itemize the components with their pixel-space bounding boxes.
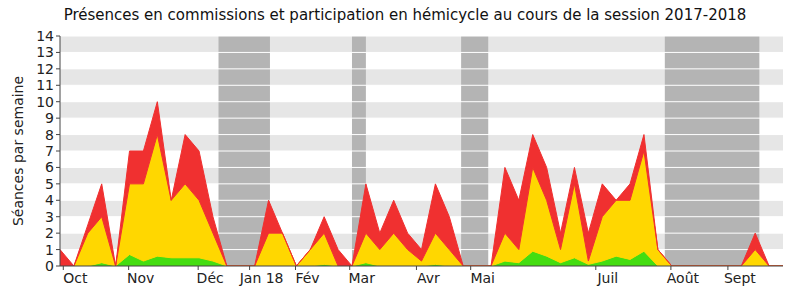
y-tick — [56, 101, 60, 102]
area — [60, 102, 783, 266]
y-axis-label: Séances par semaine — [10, 76, 26, 226]
y-tick — [56, 233, 60, 234]
x-tick-label: Fév — [295, 270, 319, 286]
x-tick-label: Mar — [349, 270, 376, 286]
y-tick — [56, 68, 60, 69]
plot-area — [60, 102, 783, 266]
y-tick-label: 10 — [36, 94, 54, 110]
y-tick-label: 7 — [45, 143, 54, 159]
y-tick-label: 5 — [45, 176, 54, 192]
grid-line — [60, 52, 783, 53]
y-tick — [56, 151, 60, 152]
x-tick-label: Juil — [596, 270, 618, 286]
y-tick-label: 11 — [36, 77, 54, 93]
y-tick-label: 0 — [45, 258, 54, 274]
y-tick-label: 13 — [36, 44, 54, 60]
y-tick-label: 3 — [45, 209, 54, 225]
area — [60, 135, 783, 266]
chart: 01234567891011121314OctNovDécJan 18FévMa… — [0, 0, 800, 300]
y-tick-label: 4 — [45, 192, 54, 208]
y-tick — [56, 266, 60, 267]
y-tick-label: 2 — [45, 225, 54, 241]
y-tick — [56, 216, 60, 217]
grid-line — [60, 101, 783, 102]
grid-line — [60, 167, 783, 168]
y-tick — [56, 134, 60, 135]
y-tick — [56, 183, 60, 184]
x-tick-label: Mai — [470, 270, 495, 286]
x-tick — [595, 266, 596, 270]
y-tick — [56, 118, 60, 119]
x-tick-label: Jan 18 — [239, 270, 284, 286]
grid-line — [60, 151, 783, 152]
x-axis — [60, 266, 783, 267]
x-tick-label: Avr — [417, 270, 440, 286]
x-tick-label: Nov — [127, 270, 154, 286]
x-tick-label: Déc — [197, 270, 224, 286]
grid-line — [60, 85, 783, 86]
y-tick-label: 8 — [45, 127, 54, 143]
grid-line — [60, 266, 783, 267]
y-tick-label: 14 — [36, 28, 54, 44]
y-tick — [56, 249, 60, 250]
grid-line — [60, 134, 783, 135]
y-tick-label: 6 — [45, 159, 54, 175]
x-tick-label: Sept — [724, 270, 756, 286]
y-tick — [56, 167, 60, 168]
x-tick-label: Oct — [63, 270, 88, 286]
y-tick — [56, 85, 60, 86]
grid-line — [60, 36, 783, 37]
x-tick-label: Août — [667, 270, 700, 286]
y-tick — [56, 52, 60, 53]
y-tick — [56, 36, 60, 37]
y-tick-label: 1 — [45, 242, 54, 258]
title: Présences en commissions et participatio… — [64, 6, 747, 24]
y-tick-label: 9 — [45, 110, 54, 126]
grid-line — [60, 118, 783, 119]
grid-line — [60, 68, 783, 69]
y-tick-label: 12 — [36, 61, 54, 77]
y-tick — [56, 200, 60, 201]
